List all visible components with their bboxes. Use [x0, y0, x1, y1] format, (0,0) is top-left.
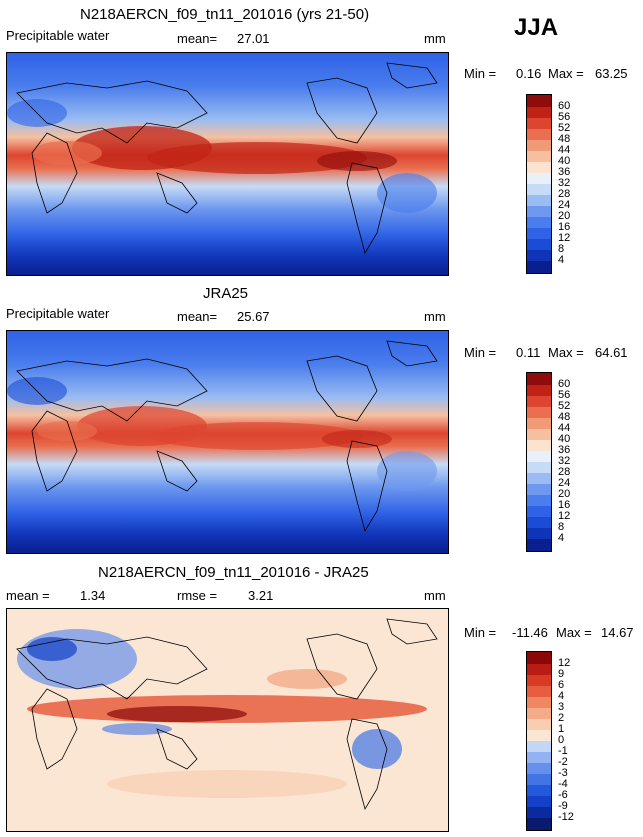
- panel-1-max-value: 63.25: [595, 66, 628, 81]
- panel-2-title: JRA25: [203, 285, 249, 302]
- panel-1-tick: 48: [558, 133, 571, 145]
- panel-2-units: mm: [424, 309, 446, 324]
- panel-3-tick: -4: [558, 778, 568, 790]
- panel-1-min-label: Min =: [464, 66, 497, 81]
- panel-2-mean-label: mean=: [177, 309, 218, 324]
- panel-2-tick: 36: [558, 444, 571, 456]
- panel-1-tick: 32: [558, 177, 571, 189]
- panel-3-tick: -6: [558, 789, 568, 801]
- panel-1-tick: 24: [558, 199, 571, 211]
- panel-2-tick: 40: [558, 433, 571, 445]
- panel-1-tick: 8: [558, 243, 565, 255]
- panel-1-variable: Precipitable water: [6, 28, 110, 43]
- panel-2-variable: Precipitable water: [6, 306, 110, 321]
- panel-2-tick: 60: [558, 378, 571, 390]
- panel-1-tick: 44: [558, 144, 571, 156]
- panel-1-units: mm: [424, 31, 446, 46]
- panel-3-tick: 9: [558, 668, 565, 680]
- panel-1-title: N218AERCN_f09_tn11_201016 (yrs 21-50): [80, 6, 370, 23]
- panel-1-colorbar: [526, 94, 552, 274]
- panel-3-title: N218AERCN_f09_tn11_201016 - JRA25: [98, 564, 369, 581]
- panel-1-min-value: 0.16: [516, 66, 542, 81]
- panel-2-colorbar: [526, 372, 552, 552]
- panel-2-max-value: 64.61: [595, 345, 628, 360]
- panel-2-mean-value: 25.67: [237, 309, 270, 324]
- panel-1-tick: 36: [558, 166, 571, 178]
- panel-1-tick: 20: [558, 210, 571, 222]
- panel-1-tick: 28: [558, 188, 571, 200]
- panel-3-units: mm: [424, 588, 446, 603]
- panel-1-map-svg: [7, 53, 448, 275]
- panel-3-tick: -12: [558, 811, 574, 823]
- panel-3-tick: 6: [558, 679, 565, 691]
- panel-2-tick: 12: [558, 510, 571, 522]
- panel-1-mean-label: mean=: [177, 31, 218, 46]
- panel-3-tick: -9: [558, 800, 568, 812]
- season-label: JJA: [514, 14, 559, 41]
- panel-3-mean-label: mean =: [6, 588, 50, 603]
- panel-1-tick: 40: [558, 155, 571, 167]
- panel-2-tick: 56: [558, 389, 571, 401]
- panel-3-map-svg: [7, 609, 448, 831]
- panel-3-colorbar: [526, 651, 552, 831]
- panel-3-max-label: Max =: [556, 625, 592, 640]
- panel-2-max-label: Max =: [548, 345, 584, 360]
- panel-3-tick: 12: [558, 657, 571, 669]
- panel-3-rmse-value: 3.21: [248, 588, 274, 603]
- panel-2-min-label: Min =: [464, 345, 497, 360]
- panel-1-tick: 56: [558, 111, 571, 123]
- panel-1-tick: 12: [558, 232, 571, 244]
- panel-3-min-label: Min =: [464, 625, 497, 640]
- panel-1-tick: 52: [558, 122, 571, 134]
- panel-2-tick: 16: [558, 499, 571, 511]
- panel-3-mean-value: 1.34: [80, 588, 106, 603]
- panel-2-tick: 28: [558, 466, 571, 478]
- panel-2-tick: 4: [558, 532, 565, 544]
- panel-3-tick: 0: [558, 734, 565, 746]
- panel-3-rmse-label: rmse =: [177, 588, 218, 603]
- panel-3-map: [6, 608, 449, 832]
- panel-2-tick: 48: [558, 411, 571, 423]
- panel-3-tick: 2: [558, 712, 565, 724]
- panel-3-tick: -3: [558, 767, 568, 779]
- panel-1-coastlines: [16, 62, 438, 255]
- panel-3-max-value: 14.67: [601, 625, 634, 640]
- panel-1-map: [6, 52, 449, 276]
- panel-3-coastlines: [16, 618, 438, 811]
- panel-2-map-svg: [7, 331, 448, 553]
- panel-2-tick: 44: [558, 422, 571, 434]
- panel-2-coastlines: [16, 340, 438, 533]
- panel-3-tick: 1: [558, 723, 565, 735]
- panel-3-tick: -2: [558, 756, 568, 768]
- panel-2-tick: 24: [558, 477, 571, 489]
- panel-1-mean-value: 27.01: [237, 31, 270, 46]
- panel-2-tick: 20: [558, 488, 571, 500]
- panel-2-tick: 8: [558, 521, 565, 533]
- panel-2-tick: 32: [558, 455, 571, 467]
- panel-3-tick: 3: [558, 701, 565, 713]
- panel-1-max-label: Max =: [548, 66, 584, 81]
- panel-2-map: [6, 330, 449, 554]
- panel-2-min-value: 0.11: [516, 345, 541, 360]
- panel-1-tick: 16: [558, 221, 571, 233]
- panel-3-tick: -1: [558, 745, 568, 757]
- panel-3-min-value: -11.46: [512, 625, 548, 640]
- panel-2-tick: 52: [558, 400, 571, 412]
- panel-1-tick: 4: [558, 254, 565, 266]
- panel-3-tick: 4: [558, 690, 565, 702]
- panel-1-tick: 60: [558, 100, 571, 112]
